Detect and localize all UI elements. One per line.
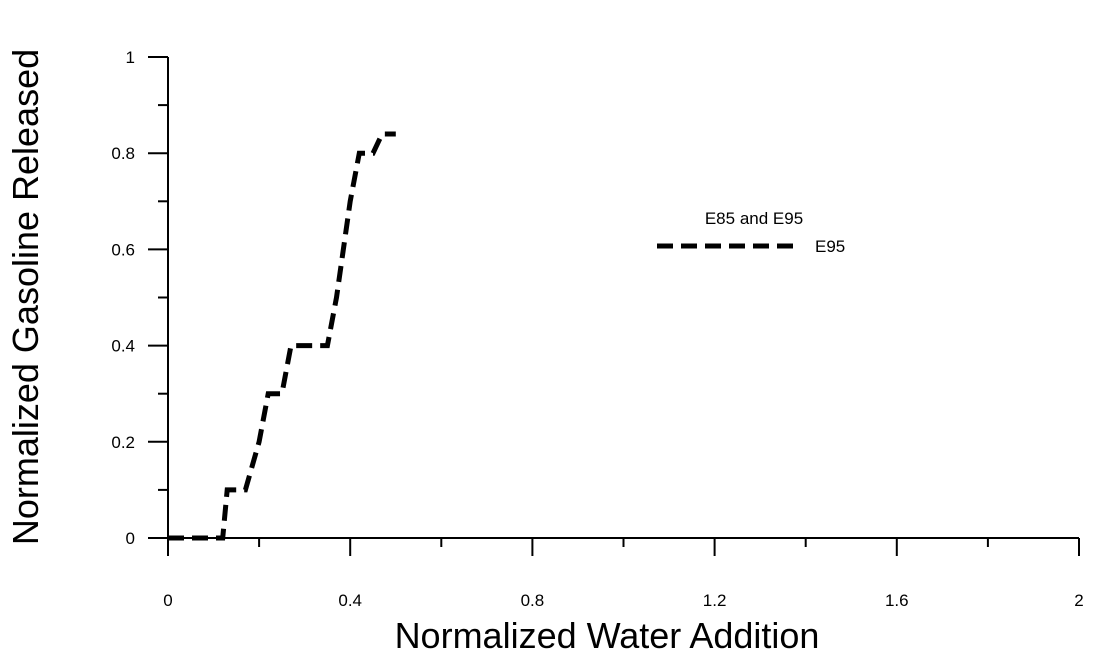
y-tick-label: 0.8 [111, 144, 135, 163]
y-tick-label: 0.6 [111, 240, 135, 259]
legend-title: E85 and E95 [705, 209, 803, 228]
x-tick-label: 0.4 [338, 591, 362, 610]
y-tick-label: 0.2 [111, 433, 135, 452]
legend: E85 and E95 E95 [657, 209, 845, 256]
ticks: 0 0.4 0.8 1.2 1.6 2 0 0.2 0.4 0.6 0.8 1 [111, 48, 1083, 610]
axes [167, 57, 1079, 539]
y-tick-label: 0 [126, 529, 135, 548]
x-axis-title: Normalized Water Addition [395, 615, 820, 656]
y-tick-label: 1 [126, 48, 135, 67]
x-tick-label: 1.2 [703, 591, 727, 610]
x-tick-label: 0.8 [521, 591, 545, 610]
series [168, 131, 396, 541]
y-axis-title: Normalized Gasoline Released [5, 49, 46, 545]
series-line-e95 [168, 131, 396, 541]
x-tick-label: 0 [163, 591, 172, 610]
x-tick-label: 2 [1074, 591, 1083, 610]
legend-label-e95: E95 [815, 237, 845, 256]
x-tick-label: 1.6 [885, 591, 909, 610]
y-tick-label: 0.4 [111, 337, 135, 356]
